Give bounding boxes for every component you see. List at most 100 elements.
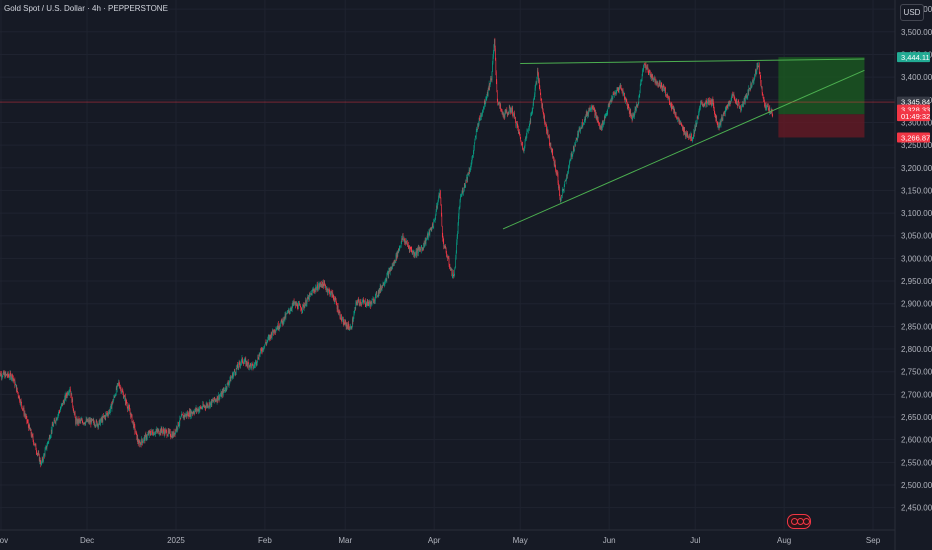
candle-body [619, 85, 620, 88]
candle-body [436, 205, 438, 209]
candle-body [337, 306, 339, 313]
candle-body [288, 309, 289, 312]
candle-body [514, 113, 515, 118]
candle-body [461, 195, 462, 197]
candle-body [593, 106, 594, 110]
currency-button[interactable]: USD [900, 4, 924, 21]
candle-body [186, 413, 188, 417]
price-axis[interactable]: 2,450.002,500.002,550.002,600.002,650.00… [901, 5, 932, 513]
candle-body [148, 431, 150, 436]
candle-body [12, 378, 14, 380]
candle-body [187, 412, 189, 416]
candle-body [419, 249, 421, 250]
candle-body [125, 396, 126, 403]
candle-body [272, 329, 273, 335]
candle-body [333, 296, 335, 299]
candle-body [116, 387, 118, 390]
candle-body [135, 431, 136, 433]
alert-badge-icon[interactable] [787, 514, 811, 529]
candle-body [397, 251, 398, 257]
candle-body [346, 324, 348, 327]
candle-body [128, 406, 129, 408]
candle-body [71, 398, 73, 402]
candle-body [378, 288, 380, 295]
candle-body [67, 392, 68, 397]
candle-body [437, 200, 439, 204]
candle-body [755, 69, 757, 74]
candle-body [141, 438, 143, 442]
candle-body [143, 437, 145, 441]
candle-body [257, 356, 259, 362]
candle-body [232, 373, 234, 378]
candle-body [139, 442, 141, 446]
candle-body [649, 72, 651, 77]
candle-body [668, 97, 670, 99]
candle-body [35, 444, 37, 451]
candle-body [125, 399, 127, 403]
candle-body [215, 399, 216, 401]
candle-body [248, 363, 249, 368]
candle-body [771, 111, 773, 116]
candle-body [167, 434, 169, 436]
candle-body [699, 107, 700, 110]
time-tick-label: Aug [777, 536, 791, 545]
candle-body [609, 102, 611, 105]
candle-body [538, 73, 539, 82]
candle-body [562, 189, 564, 191]
candle-body [33, 440, 34, 444]
candle-body [624, 98, 626, 102]
candle-body [607, 108, 609, 113]
candle-body [180, 417, 182, 419]
candle-body [45, 447, 46, 451]
candle-body [496, 81, 498, 92]
candle-body [42, 460, 44, 462]
candle-body [41, 462, 42, 464]
candle-body [206, 403, 207, 406]
candle-body [565, 180, 566, 182]
candle-body [100, 421, 101, 425]
candle-body [272, 329, 274, 332]
candle-body [762, 95, 764, 99]
candle-body [770, 111, 772, 114]
candle-body [168, 430, 169, 435]
candle-body [115, 395, 117, 396]
candle-body [754, 76, 755, 81]
candle-body [291, 305, 293, 310]
candle-body [658, 85, 659, 87]
candle-body [14, 379, 16, 386]
candle-body [491, 71, 493, 81]
candle-body [590, 109, 592, 110]
candle-body [303, 304, 304, 309]
time-tick-label: Nov [0, 536, 8, 545]
candle-body [577, 133, 578, 141]
candle-body [573, 149, 575, 151]
candle-body [64, 398, 65, 404]
candle-body [133, 421, 134, 428]
candle-body [457, 223, 459, 234]
time-axis[interactable]: NovDec2025FebMarAprMayJunJulAugSep [0, 536, 881, 545]
candle-body [341, 320, 343, 322]
candle-body [529, 121, 531, 123]
candle-body [392, 264, 394, 267]
candle-body [731, 93, 733, 97]
candle-body [190, 410, 192, 416]
candle-body [276, 329, 277, 330]
candle-body [278, 328, 280, 329]
candle-body [466, 177, 468, 180]
candle-body [529, 121, 531, 127]
price-label-text: 3,328.33 [901, 106, 930, 115]
price-tick-label: 3,300.00 [901, 118, 932, 127]
candle-body [635, 107, 636, 110]
candle-body [595, 113, 597, 119]
candle-body [122, 390, 123, 392]
candle-body [328, 289, 329, 292]
candle-body [686, 133, 687, 136]
candle-body [602, 121, 603, 128]
candle-body [325, 287, 327, 291]
candle-body [671, 105, 673, 109]
candle-body [423, 242, 425, 247]
candle-body [160, 429, 161, 434]
candle-body [78, 418, 80, 423]
candle-body [400, 241, 402, 246]
